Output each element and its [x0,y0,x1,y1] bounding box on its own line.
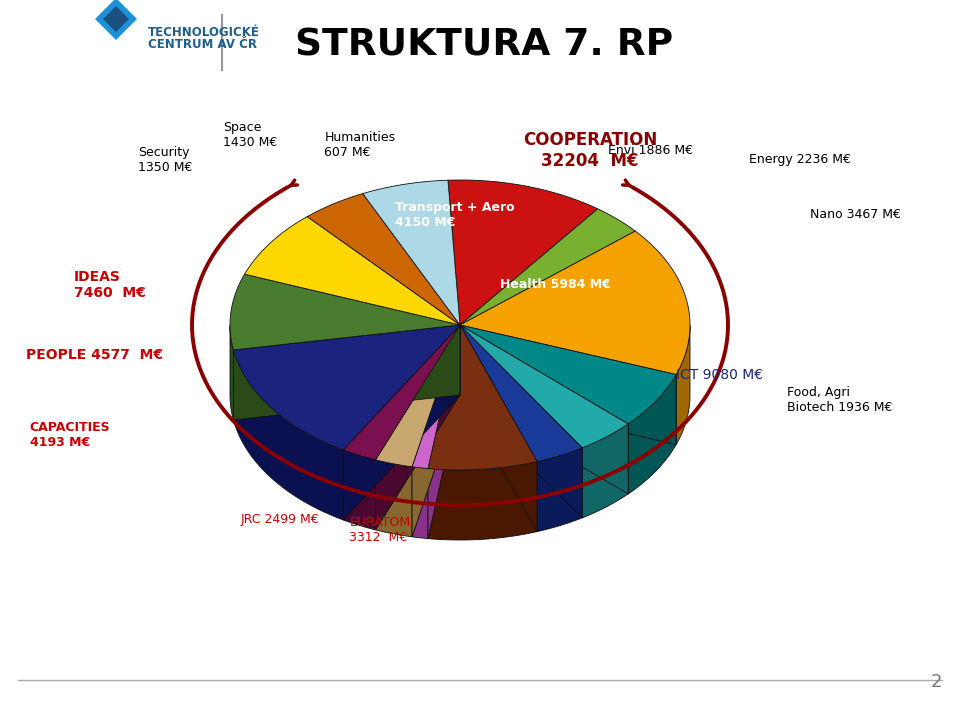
Polygon shape [230,326,233,420]
Polygon shape [583,424,628,517]
Polygon shape [460,325,583,517]
Polygon shape [412,467,428,539]
Polygon shape [460,325,583,517]
Text: PEOPLE 4577  M€: PEOPLE 4577 M€ [27,348,163,362]
Polygon shape [428,462,537,540]
Text: EURATOM
3312  M€: EURATOM 3312 M€ [349,516,411,544]
Text: Health 5984 M€: Health 5984 M€ [499,278,611,291]
Polygon shape [460,325,676,445]
Polygon shape [233,325,460,420]
Polygon shape [460,325,676,445]
Polygon shape [460,325,583,462]
Polygon shape [375,325,460,530]
Polygon shape [103,6,129,32]
Text: Envi 1886 M€: Envi 1886 M€ [608,144,692,157]
Polygon shape [460,325,628,494]
Polygon shape [448,180,598,325]
Polygon shape [412,325,460,469]
Polygon shape [344,325,460,520]
Polygon shape [460,209,636,325]
Polygon shape [344,325,460,460]
Polygon shape [676,325,690,445]
Text: CAPACITIES
4193 M€: CAPACITIES 4193 M€ [30,421,110,449]
Polygon shape [460,325,628,448]
Text: COOPERATION
32204  M€: COOPERATION 32204 M€ [523,131,658,170]
Polygon shape [233,350,344,520]
Polygon shape [230,274,460,350]
Text: STRUKTURA 7. RP: STRUKTURA 7. RP [295,27,673,63]
Polygon shape [363,180,460,325]
Polygon shape [460,231,690,374]
Polygon shape [245,216,460,325]
Polygon shape [233,325,460,450]
Polygon shape [428,325,460,539]
Polygon shape [460,325,537,532]
Polygon shape [344,450,375,530]
Polygon shape [537,448,583,532]
Polygon shape [460,325,537,532]
Polygon shape [344,325,460,520]
Text: Nano 3467 M€: Nano 3467 M€ [809,209,900,221]
Polygon shape [412,325,460,537]
Polygon shape [307,194,460,325]
Polygon shape [428,325,537,470]
Text: Space
1430 M€: Space 1430 M€ [223,121,277,149]
Polygon shape [460,325,628,494]
Polygon shape [375,325,460,467]
Text: ICT 9080 M€: ICT 9080 M€ [677,368,763,382]
Text: CENTRUM AV ČR: CENTRUM AV ČR [148,39,257,51]
Text: Humanities
607 M€: Humanities 607 M€ [324,131,396,159]
Polygon shape [412,325,460,537]
Text: Transport + Aero
4150 M€: Transport + Aero 4150 M€ [396,201,515,229]
Text: JRC 2499 M€: JRC 2499 M€ [241,513,320,527]
Polygon shape [628,374,676,494]
Text: Food, Agri
Biotech 1936 M€: Food, Agri Biotech 1936 M€ [787,386,893,414]
Text: 2: 2 [930,673,942,691]
Text: Security
1350 M€: Security 1350 M€ [138,146,192,174]
Text: Energy 2236 M€: Energy 2236 M€ [749,154,851,166]
Polygon shape [375,460,412,537]
Polygon shape [460,325,676,424]
Text: IDEAS
7460  M€: IDEAS 7460 M€ [74,270,146,300]
Polygon shape [95,0,137,40]
Polygon shape [428,325,460,539]
Text: TECHNOLOGICKÉ: TECHNOLOGICKÉ [148,27,260,39]
Polygon shape [233,325,460,420]
Polygon shape [375,325,460,530]
